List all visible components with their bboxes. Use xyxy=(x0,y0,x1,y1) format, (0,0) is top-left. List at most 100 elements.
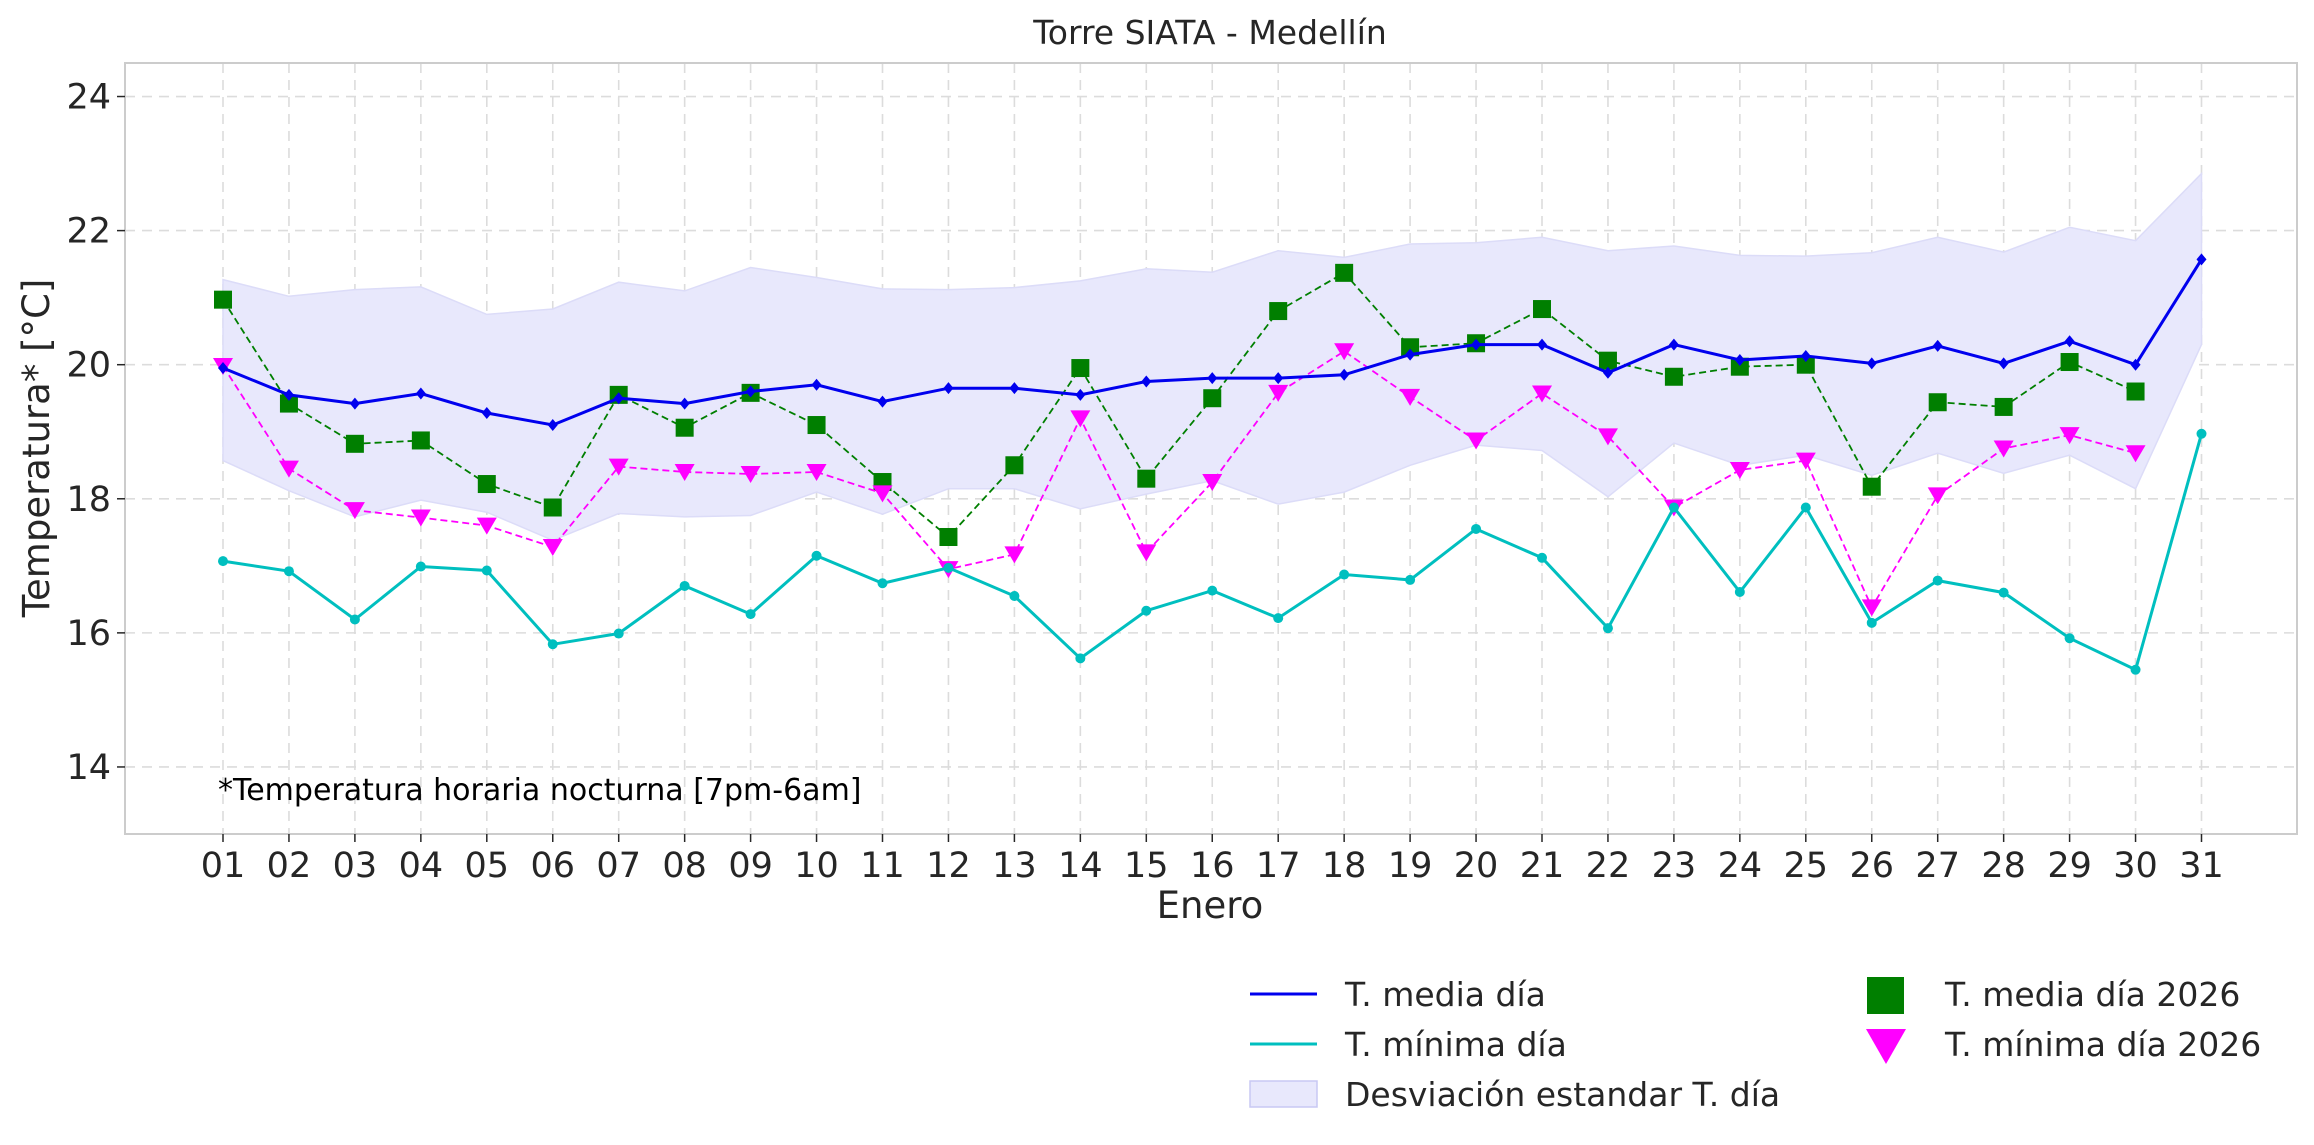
point-s4-11 xyxy=(872,485,893,503)
point-s0-28 xyxy=(1998,357,2009,370)
series-1 xyxy=(218,428,2207,675)
point-s3-30 xyxy=(2126,382,2145,401)
point-s4-24 xyxy=(1729,461,1750,479)
point-s3-02 xyxy=(279,394,298,413)
point-s4-04 xyxy=(410,509,431,527)
point-s1-16 xyxy=(1207,585,1218,596)
point-s0-15 xyxy=(1141,375,1152,388)
point-s0-03 xyxy=(349,397,360,410)
x-tick-label-27: 27 xyxy=(1915,846,1960,886)
point-s4-03 xyxy=(344,502,365,520)
point-s0-13 xyxy=(1009,382,1020,395)
point-s1-12 xyxy=(943,562,954,573)
point-s4-08 xyxy=(674,463,695,481)
x-tick-label-31: 31 xyxy=(2179,846,2224,886)
x-tick-label-09: 09 xyxy=(728,846,773,886)
point-s1-05 xyxy=(481,565,492,576)
point-s4-05 xyxy=(476,517,497,535)
point-s0-23 xyxy=(1668,338,1679,351)
point-s3-24 xyxy=(1730,357,1749,376)
point-s1-20 xyxy=(1471,523,1482,534)
point-s0-05 xyxy=(481,406,492,419)
x-tick-label-24: 24 xyxy=(1718,846,1763,886)
point-s0-02 xyxy=(283,388,294,401)
x-tick-label-04: 04 xyxy=(399,846,444,886)
point-s4-07 xyxy=(608,458,629,476)
point-s1-06 xyxy=(547,639,558,650)
point-s0-20 xyxy=(1471,338,1482,351)
point-s3-19 xyxy=(1401,338,1420,357)
std-band-layer xyxy=(222,171,2203,542)
point-s1-15 xyxy=(1141,605,1152,616)
point-s3-28 xyxy=(1994,397,2013,416)
point-s0-26 xyxy=(1866,357,1877,370)
y-tick-labels: 14 16 18 20 22 24 xyxy=(66,78,125,788)
x-tick-label-03: 03 xyxy=(333,846,378,886)
point-s4-18 xyxy=(1334,343,1355,361)
point-s0-17 xyxy=(1273,372,1284,385)
point-s3-22 xyxy=(1598,351,1617,370)
point-s3-04 xyxy=(411,431,430,450)
point-s0-31 xyxy=(2196,253,2207,266)
point-s0-29 xyxy=(2064,335,2075,348)
point-s0-21 xyxy=(1537,338,1547,351)
chart-annotation: *Temperatura horaria nocturna [7pm-6am] xyxy=(218,773,862,808)
point-s1-04 xyxy=(415,561,426,572)
point-s3-26 xyxy=(1862,477,1881,496)
point-s4-30 xyxy=(2125,445,2146,463)
point-s1-23 xyxy=(1668,502,1679,513)
x-axis-label: Enero xyxy=(1157,884,1264,927)
series-3 xyxy=(214,263,2145,546)
point-s4-17 xyxy=(1268,384,1289,402)
x-tick-label-22: 22 xyxy=(1586,846,1631,886)
point-s4-06 xyxy=(542,539,563,557)
legend-label-minima-2026: T. mínima día 2026 xyxy=(1944,1025,2261,1064)
point-s0-30 xyxy=(2130,358,2141,371)
point-s3-01 xyxy=(214,290,232,309)
x-tick-label-28: 28 xyxy=(1981,846,2026,886)
point-s1-11 xyxy=(877,578,888,589)
series-line-4 xyxy=(222,350,2136,610)
legend-label-media-2026: T. media día 2026 xyxy=(1944,975,2240,1014)
point-s3-10 xyxy=(807,416,826,435)
y-axis-label: Temperatura* [°C] xyxy=(15,279,58,619)
point-s1-21 xyxy=(1537,552,1547,563)
point-s4-14 xyxy=(1070,410,1091,428)
point-s0-06 xyxy=(547,419,558,432)
x-tick-label-11: 11 xyxy=(860,846,905,886)
plot-frame xyxy=(124,62,2298,835)
point-s3-18 xyxy=(1335,263,1354,282)
point-s1-25 xyxy=(1800,502,1811,513)
y-tick-label-18: 18 xyxy=(66,480,111,520)
point-s3-03 xyxy=(345,434,364,453)
point-s0-19 xyxy=(1405,348,1416,361)
y-tick-label-24: 24 xyxy=(66,78,111,118)
point-s1-02 xyxy=(283,566,294,577)
point-s3-06 xyxy=(543,498,562,517)
x-tick-label-05: 05 xyxy=(465,846,510,886)
x-tick-label-20: 20 xyxy=(1454,846,1499,886)
point-s0-25 xyxy=(1800,349,1811,362)
point-s4-16 xyxy=(1202,474,1223,492)
x-tick-label-23: 23 xyxy=(1652,846,1697,886)
point-s3-23 xyxy=(1664,367,1683,386)
x-tick-label-15: 15 xyxy=(1124,846,1169,886)
point-s1-17 xyxy=(1273,613,1284,624)
x-tick-label-19: 19 xyxy=(1388,846,1433,886)
point-s3-25 xyxy=(1796,355,1815,374)
point-s0-12 xyxy=(943,382,954,395)
point-s1-22 xyxy=(1602,623,1613,634)
legend-label-desviacion: Desviación estandar T. día xyxy=(1345,1075,1780,1114)
point-s0-14 xyxy=(1075,388,1086,401)
point-s4-13 xyxy=(1004,546,1025,564)
point-s0-01 xyxy=(218,362,228,375)
point-s1-07 xyxy=(613,628,624,639)
point-s0-22 xyxy=(1602,366,1613,379)
point-s3-12 xyxy=(939,527,958,546)
x-tick-label-21: 21 xyxy=(1520,846,1565,886)
point-s4-22 xyxy=(1597,428,1618,446)
point-s1-28 xyxy=(1998,587,2009,598)
point-s3-13 xyxy=(1005,456,1024,475)
point-s4-29 xyxy=(2059,427,2080,445)
